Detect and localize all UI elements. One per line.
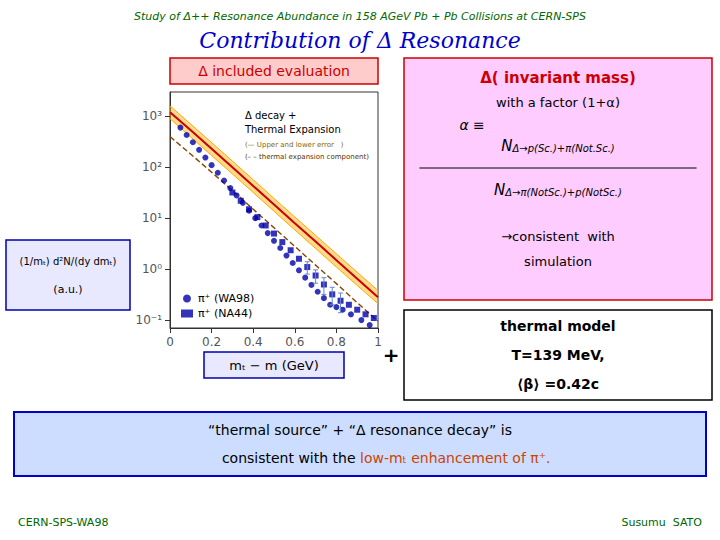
svg-text:T=139 MeV,: T=139 MeV,: [511, 347, 604, 363]
svg-text:simulation: simulation: [524, 254, 592, 269]
svg-text:+: +: [383, 343, 400, 367]
svg-text:Δ( invariant mass): Δ( invariant mass): [480, 69, 636, 87]
svg-text:CERN-SPS-WA98: CERN-SPS-WA98: [18, 516, 108, 529]
svg-text:0.6: 0.6: [285, 335, 304, 349]
svg-text:Δ→p(Sc.)+π(Not.Sc.): Δ→p(Sc.)+π(Not.Sc.): [511, 143, 614, 154]
svg-text:π⁺ (WA98): π⁺ (WA98): [198, 292, 254, 305]
svg-text:π⁺ (NA44): π⁺ (NA44): [198, 307, 252, 320]
svg-text:Contribution of Δ Resonance: Contribution of Δ Resonance: [199, 28, 520, 53]
svg-text:(— Upper and lower error ): (— Upper and lower error ): [245, 141, 344, 149]
svg-text:→consistent with: →consistent with: [501, 229, 615, 244]
svg-text:mₜ − m (GeV): mₜ − m (GeV): [229, 358, 319, 373]
svg-text:(– – thermal expansion compone: (– – thermal expansion component): [245, 153, 369, 161]
svg-text:0.8: 0.8: [327, 335, 346, 349]
svg-text:low-mₜ enhancement of π⁺.: low-mₜ enhancement of π⁺.: [360, 450, 551, 466]
svg-text:10⁰: 10⁰: [142, 262, 162, 276]
svg-text:1: 1: [374, 335, 382, 349]
svg-text:consistent with the: consistent with the: [222, 450, 360, 466]
svg-text:⟨β⟩ =0.42c: ⟨β⟩ =0.42c: [517, 376, 599, 392]
svg-text:Δ→π(NotSc.)+p(NotSc.): Δ→π(NotSc.)+p(NotSc.): [504, 187, 622, 198]
svg-text:Susumu SATO: Susumu SATO: [621, 516, 702, 529]
svg-text:N: N: [501, 137, 512, 155]
svg-text:with a factor (1+α): with a factor (1+α): [496, 95, 620, 110]
svg-text:Thermal Expansion: Thermal Expansion: [244, 124, 341, 135]
svg-text:0.4: 0.4: [244, 335, 263, 349]
svg-text:“thermal source” + “Δ resonanc: “thermal source” + “Δ resonance decay” i…: [208, 422, 512, 438]
svg-text:(1/mₜ) d²N/(dy dmₜ): (1/mₜ) d²N/(dy dmₜ): [20, 256, 117, 267]
svg-text:0: 0: [166, 335, 174, 349]
svg-text:Δ included evaluation: Δ included evaluation: [198, 63, 350, 79]
svg-text:10²: 10²: [142, 160, 162, 174]
svg-text:thermal model: thermal model: [500, 318, 615, 334]
svg-text:N: N: [494, 181, 505, 199]
svg-text:(a.u.): (a.u.): [53, 283, 82, 296]
svg-text:10⁻¹: 10⁻¹: [136, 313, 163, 327]
svg-text:0.2: 0.2: [202, 335, 221, 349]
svg-text:10¹: 10¹: [142, 211, 162, 225]
svg-text:α ≡: α ≡: [459, 117, 484, 133]
svg-text:Δ decay +: Δ decay +: [245, 110, 297, 121]
svg-text:10³: 10³: [142, 109, 162, 123]
svg-text:Study of Δ++ Resonance Abundan: Study of Δ++ Resonance Abundance in 158 …: [134, 10, 586, 23]
